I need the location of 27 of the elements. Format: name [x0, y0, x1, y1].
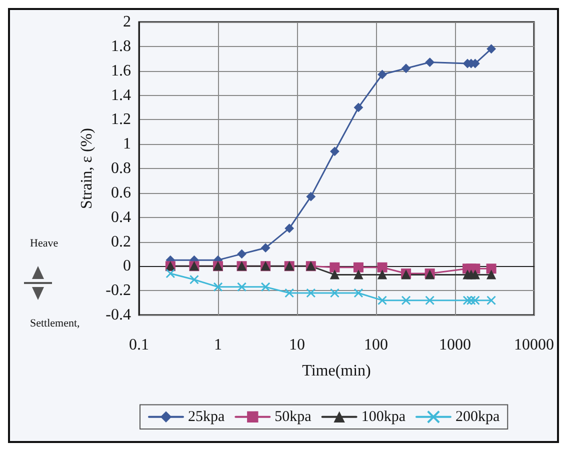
- legend-label: 100kpa: [361, 408, 406, 425]
- x-tick-label: 1: [214, 336, 222, 354]
- y-tick-label: 1.8: [111, 38, 131, 55]
- x-tick-label: 0.1: [129, 336, 149, 354]
- legend-label: 50kpa: [274, 408, 312, 425]
- y-tick-label: -0.2: [106, 282, 131, 300]
- x-tick-label: 1000: [439, 336, 471, 354]
- x-tick-label: 10000: [514, 336, 554, 354]
- y-tick-label: 1: [123, 136, 131, 153]
- y-tick-label: 1.4: [111, 86, 131, 104]
- y-tick-label: 1.6: [111, 62, 131, 80]
- y-tick-label: -0.4: [106, 306, 131, 324]
- legend-label: 200kpa: [455, 408, 500, 425]
- text: Settlement,: [30, 318, 80, 330]
- y-tick-label: 0.8: [111, 160, 131, 177]
- y-tick-label: 0.2: [111, 233, 131, 250]
- y-tick-label: 0.4: [111, 208, 131, 226]
- x-axis-title: Time(min): [302, 362, 371, 380]
- y-tick-label: 2: [123, 14, 131, 30]
- x-tick-label: 100: [364, 336, 388, 354]
- y-tick-label: 1.2: [111, 111, 131, 128]
- y-tick-label: 0.6: [111, 184, 131, 202]
- legend-label: 25kpa: [188, 408, 225, 425]
- y-tick-label: 0: [123, 258, 131, 275]
- x-tick-label: 10: [289, 336, 305, 354]
- y-axis-title: Strain, ε (%): [78, 128, 96, 209]
- text: Heave: [30, 238, 58, 250]
